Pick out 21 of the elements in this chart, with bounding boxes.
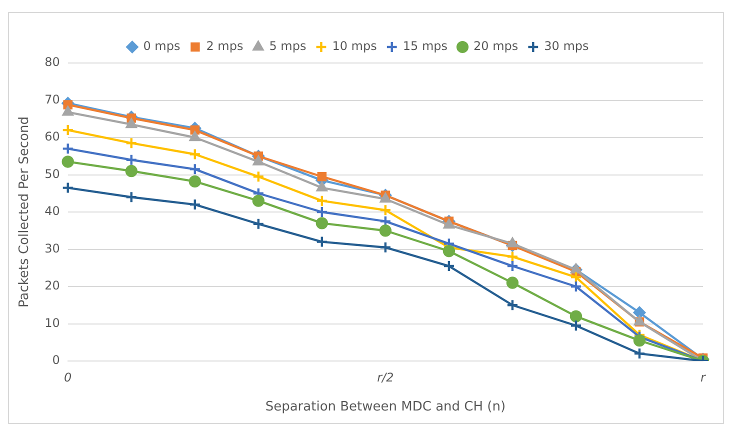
y-tick-label: 70 <box>44 92 60 106</box>
y-tick-label: 50 <box>44 166 60 181</box>
y-tick-label: 0 <box>52 353 60 368</box>
y-tick-label: 10 <box>44 316 60 330</box>
y-tick-label: 60 <box>44 130 60 144</box>
legend-label: 0 mps <box>143 39 180 54</box>
legend-label: 30 mps <box>544 39 589 54</box>
legend-label: 5 mps <box>269 39 306 54</box>
x-tick-label: r/2 <box>377 370 394 384</box>
y-tick-label: 40 <box>44 204 60 218</box>
x-axis-title: Separation Between MDC and CH (n) <box>265 400 506 415</box>
y-tick-label: 30 <box>44 241 60 256</box>
legend-label: 15 mps <box>402 39 448 54</box>
legend-label: 10 mps <box>332 39 377 54</box>
y-axis-title: Packets Collected Per Second <box>17 116 32 308</box>
x-tick-label: r <box>700 370 707 384</box>
y-tick-label: 20 <box>44 278 60 293</box>
legend-label: 2 mps <box>206 39 244 54</box>
y-tick-label: 80 <box>44 55 60 70</box>
legend-label: 20 mps <box>474 39 518 54</box>
x-tick-label: 0 <box>64 370 72 384</box>
